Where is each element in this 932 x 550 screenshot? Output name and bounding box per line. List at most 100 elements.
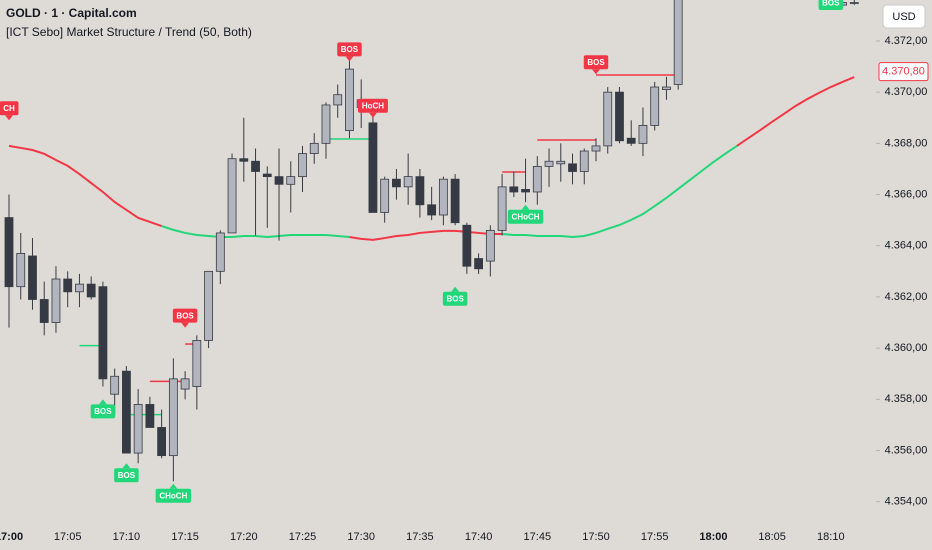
candle-body xyxy=(497,186,507,231)
label-text: CHoCH xyxy=(512,212,540,221)
label-arrow xyxy=(169,483,178,489)
candle-body xyxy=(98,286,108,380)
x-tick-label: 17:30 xyxy=(347,531,375,543)
structure-label: BOS xyxy=(337,42,362,62)
label-box xyxy=(357,98,388,113)
candle-body xyxy=(110,375,120,395)
last-value-box xyxy=(878,62,929,82)
candle-body xyxy=(168,378,178,457)
label-text: BOS xyxy=(341,45,359,54)
label-text: CH xyxy=(3,104,15,113)
candle-body xyxy=(122,370,131,454)
candle-body xyxy=(16,253,26,288)
x-tick-label: 17:05 xyxy=(54,531,82,543)
candle-body xyxy=(462,224,472,267)
candle-body xyxy=(239,158,249,162)
candle-body xyxy=(579,150,589,172)
structure-label: BOS xyxy=(442,286,468,306)
x-tick-label: 17:50 xyxy=(582,531,610,543)
candle-body xyxy=(392,178,401,188)
candle-body xyxy=(75,283,84,293)
candle-body xyxy=(509,186,519,193)
plot-area: CH BOS HoCH BOS BOS CHoCH BOS BOS CHoCH BOS BOS xyxy=(0,0,859,503)
candle-body xyxy=(438,178,448,216)
label-arrow xyxy=(5,115,13,121)
candle-body xyxy=(544,160,554,167)
candle-body xyxy=(474,258,484,270)
candle-body xyxy=(262,173,272,178)
x-tick-label: 17:45 xyxy=(524,531,552,543)
candle-body xyxy=(51,278,61,323)
candle-body xyxy=(145,404,155,428)
x-tick-label: 17:55 xyxy=(641,531,669,543)
candle-body xyxy=(556,160,566,165)
candle-body xyxy=(274,176,284,185)
candle-body xyxy=(450,178,460,224)
structure-label: CHoCH xyxy=(155,483,192,503)
last-value-label: 4.370,80 xyxy=(882,66,925,78)
label-box xyxy=(507,209,544,224)
label-box xyxy=(0,101,19,116)
candle-body xyxy=(215,232,225,272)
y-tick-label: 4.368,00 xyxy=(885,137,928,149)
x-tick-label: 17:35 xyxy=(406,531,434,543)
candle-body xyxy=(673,0,683,85)
currency-button[interactable] xyxy=(882,4,926,29)
label-box xyxy=(114,468,139,483)
candle-body xyxy=(204,270,213,341)
candle-body xyxy=(192,340,202,387)
label-text: BOS xyxy=(587,58,605,67)
candle-body xyxy=(638,125,648,144)
candle-body xyxy=(321,104,331,144)
label-text: BOS xyxy=(822,0,840,8)
structure-label: BOS xyxy=(90,399,116,419)
structure-label: BOS xyxy=(583,55,609,75)
candle-body xyxy=(333,94,343,106)
label-text: BOS xyxy=(118,471,136,480)
y-tick-label: 4.366,00 xyxy=(885,188,928,200)
label-box xyxy=(172,308,198,323)
trend-line xyxy=(8,76,855,241)
x-tick-label: 18:05 xyxy=(758,531,786,543)
candle-body xyxy=(532,165,542,193)
candle-body xyxy=(298,153,307,178)
x-tick-label: 17:00 xyxy=(0,531,23,543)
candle-body xyxy=(591,145,601,152)
candle-body xyxy=(415,176,425,206)
candle-body xyxy=(345,68,354,131)
label-text: BOS xyxy=(446,294,464,303)
structure-label: HoCH xyxy=(357,98,388,118)
y-tick-label: 4.356,00 xyxy=(885,444,928,456)
candle-body xyxy=(86,283,96,298)
symbol-title: GOLD · 1 · Capital.com xyxy=(6,6,137,20)
label-text: BOS xyxy=(94,407,112,416)
label-text: HoCH xyxy=(362,101,384,110)
x-tick-label: 18:00 xyxy=(699,531,727,543)
label-box xyxy=(337,42,362,57)
label-arrow xyxy=(98,399,107,405)
candle-body xyxy=(157,427,167,457)
currency-label[interactable]: USD xyxy=(892,11,915,23)
label-box xyxy=(442,291,468,306)
y-tick-label: 4.354,00 xyxy=(885,496,928,508)
y-tick-label: 4.362,00 xyxy=(885,291,928,303)
label-box xyxy=(155,488,192,503)
candle-body xyxy=(380,178,390,213)
label-arrow xyxy=(122,463,131,469)
candle-body xyxy=(180,378,190,390)
label-arrow xyxy=(521,204,530,210)
structure-label: CHoCH xyxy=(507,204,544,224)
label-arrow xyxy=(592,69,600,75)
candle-body xyxy=(286,176,296,185)
indicator-title: [ICT Sebo] Market Structure / Trend (50,… xyxy=(6,25,252,39)
candle-body xyxy=(28,255,37,300)
candle-body xyxy=(603,91,613,147)
candle-body xyxy=(4,217,14,288)
structure-label: BOS xyxy=(114,463,139,483)
label-box xyxy=(818,0,844,11)
y-tick-label: 4.370,00 xyxy=(885,86,928,98)
label-arrow xyxy=(181,322,190,328)
